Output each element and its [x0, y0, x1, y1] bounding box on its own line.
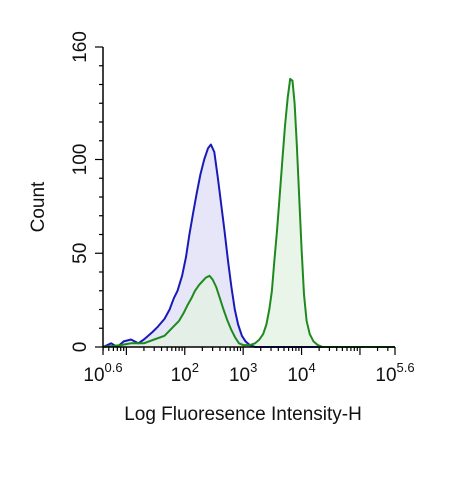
x-axis-label: Log Fluoresence Intensity-H — [124, 404, 362, 425]
y-tick-label: 50 — [70, 243, 91, 264]
x-tick-label: 100.6 — [83, 360, 122, 386]
series-1-line — [102, 143, 395, 348]
y-tick-label: 100 — [70, 144, 91, 176]
y-tick-label: 0 — [70, 342, 91, 353]
series-2-fill — [103, 78, 395, 348]
x-tick-label: 104 — [287, 360, 315, 386]
x-tick-label: 105.6 — [375, 360, 414, 386]
series-2-line — [102, 77, 395, 348]
series-1-fill — [103, 144, 395, 347]
x-tick-label: 102 — [171, 360, 199, 386]
x-tick-label: 103 — [229, 360, 257, 386]
y-axis-label: Count — [28, 181, 49, 232]
y-tick-label: 160 — [70, 31, 91, 63]
